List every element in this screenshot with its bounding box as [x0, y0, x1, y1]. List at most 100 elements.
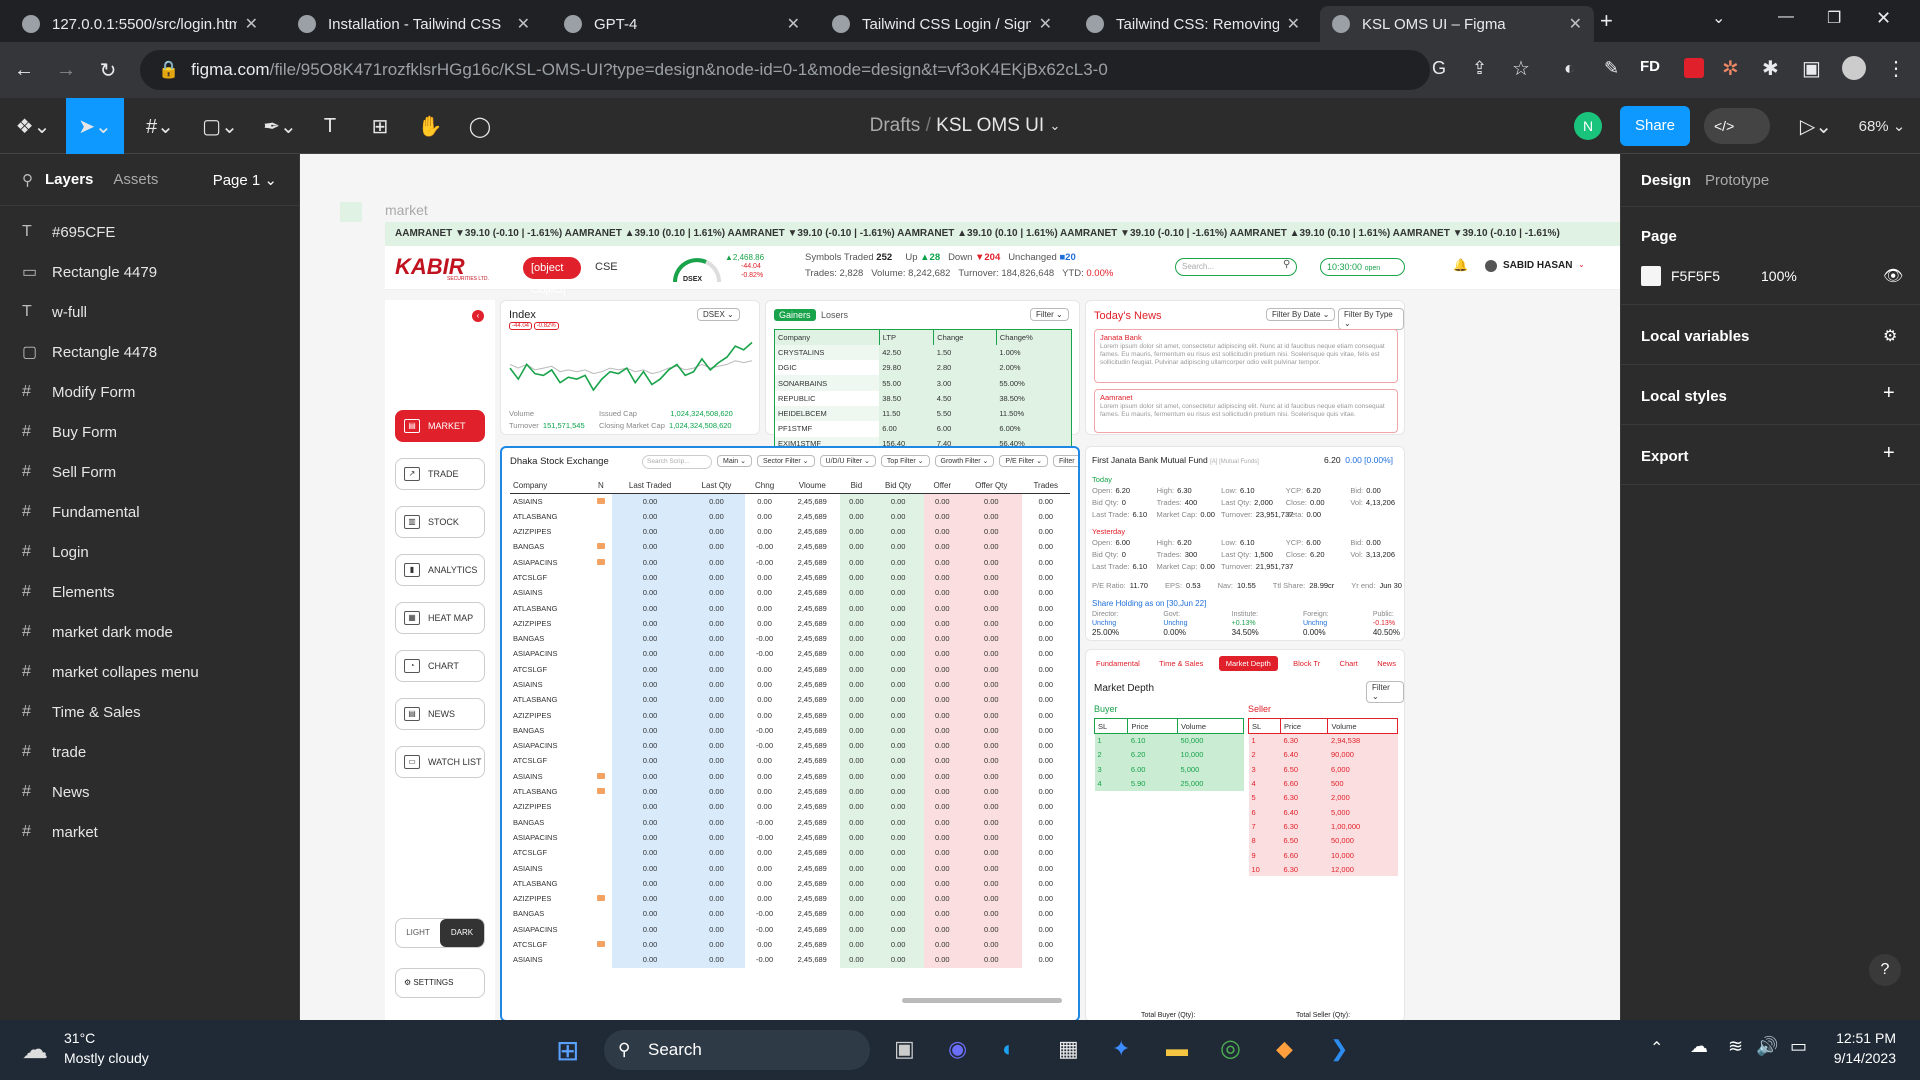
page-color-swatch[interactable] — [1641, 266, 1661, 286]
export-title[interactable]: Export — [1641, 448, 1689, 465]
frame-label[interactable]: market — [385, 202, 428, 218]
menu-trade[interactable]: ↗ TRADE — [395, 458, 485, 490]
filter-by-date[interactable]: Filter By Date ⌄ — [1266, 308, 1336, 321]
table-row[interactable]: BANGAS 0.00 0.00 -0.00 2,45,689 0.00 0.00 0.00 0… — [510, 814, 1070, 830]
menu-news[interactable]: ▤ NEWS — [395, 698, 485, 730]
table-row[interactable]: CRYSTALINS 42.50 1.50 1.00% — [774, 344, 1072, 361]
table-row[interactable]: ASIAPACINS 0.00 0.00 -0.00 2,45,689 0.00 0.00 0… — [510, 921, 1070, 937]
share-button[interactable]: Share — [1620, 106, 1690, 146]
table-row[interactable]: BANGAS 0.00 0.00 -0.00 2,45,689 0.00 0.00 0.00 0… — [510, 539, 1070, 555]
table-row[interactable]: 1 6.10 50,000 — [1094, 733, 1244, 748]
table-row[interactable]: 3 6.00 5,000 — [1094, 762, 1244, 777]
back-icon[interactable]: ← — [14, 58, 34, 81]
table-row[interactable]: AZIZPIPES 0.00 0.00 0.00 2,45,689 0.00 0.00 0.0… — [510, 615, 1070, 631]
dark-mode-option[interactable]: DARK — [440, 919, 484, 947]
column-header[interactable]: Offer Qty — [975, 480, 1008, 490]
layer-row[interactable]: # Fundamental — [0, 492, 299, 532]
pen-tool-icon[interactable]: ✒⌄ — [263, 115, 297, 138]
table-row[interactable]: ATLASBANG 0.00 0.00 0.00 2,45,689 0.00 0.00 0.0… — [510, 783, 1070, 800]
tab-losers[interactable]: Losers — [821, 310, 849, 320]
column-header[interactable]: Bid Qty — [885, 480, 912, 490]
page-color-value[interactable]: F5F5F5 — [1671, 268, 1721, 284]
menu-stock[interactable]: ▥ STOCK — [395, 506, 485, 538]
close-window-button[interactable]: ✕ — [1876, 8, 1892, 28]
table-row[interactable]: ASIAINS 0.00 0.00 0.00 2,45,689 0.00 0.00 0.00 0… — [510, 860, 1070, 876]
close-tab-icon[interactable]: ✕ — [786, 16, 800, 33]
table-row[interactable]: ATCSLGF 0.00 0.00 0.00 2,45,689 0.00 0.00 0.00 0… — [510, 569, 1070, 586]
column-header[interactable]: SL — [1094, 718, 1129, 734]
weather-cloud-icon[interactable]: ☁ — [22, 1034, 48, 1064]
news-item[interactable]: Janata Bank Lorem ipsum dolor sit amet, c… — [1094, 329, 1398, 383]
table-row[interactable]: ASIAINS 0.00 0.00 0.00 2,45,689 0.00 0.00 0.00 0… — [510, 585, 1070, 601]
text-tool-icon[interactable]: T — [323, 114, 337, 137]
layer-row[interactable]: # Login — [0, 532, 299, 572]
column-header[interactable]: Company — [513, 480, 548, 490]
table-row[interactable]: BANGAS 0.00 0.00 -0.00 2,45,689 0.00 0.00 0.00 0… — [510, 722, 1070, 739]
table-row[interactable]: 5 6.30 2,000 — [1248, 790, 1398, 805]
shape-tool-icon[interactable]: ▢⌄ — [202, 115, 238, 138]
column-header[interactable]: Company — [774, 329, 880, 345]
maximize-button[interactable]: ❐ — [1827, 10, 1842, 27]
battery-icon[interactable]: ▭ — [1790, 1036, 1808, 1056]
user-name[interactable]: SABID HASAN — [1503, 260, 1573, 271]
tab-news[interactable]: News — [1377, 659, 1396, 668]
file-name[interactable]: KSL OMS UI — [936, 115, 1045, 136]
breadcrumb-drafts[interactable]: Drafts — [869, 115, 921, 136]
dse-filter-dropdown[interactable]: Main ⌄ — [717, 455, 752, 467]
clock-time[interactable]: 12:51 PM — [1836, 1030, 1896, 1046]
resources-icon[interactable]: ⊞ — [371, 115, 389, 138]
move-tool-icon[interactable]: ➤⌄ — [66, 98, 124, 154]
table-row[interactable]: ASIAPACINS 0.00 0.00 -0.00 2,45,689 0.00 0.00 0… — [510, 829, 1070, 846]
menu-market[interactable]: ▤ MARKET — [395, 410, 485, 442]
sidepanel-icon[interactable]: ▣ — [1802, 58, 1821, 80]
table-row[interactable]: ATLASBANG 0.00 0.00 0.00 2,45,689 0.00 0.00 0.0… — [510, 600, 1070, 616]
layer-row[interactable]: # Buy Form — [0, 412, 299, 452]
tab-market-depth[interactable]: Market Depth — [1218, 656, 1278, 671]
news-flag-icon[interactable] — [596, 788, 605, 795]
search-input[interactable]: Search... — [1175, 258, 1297, 276]
news-flag-icon[interactable] — [596, 497, 605, 504]
column-header[interactable]: N — [597, 480, 604, 490]
news-flag-icon[interactable] — [596, 895, 605, 902]
column-header[interactable]: Last Qty — [701, 480, 732, 490]
menu-icon[interactable]: ⋮ — [1886, 58, 1906, 80]
table-row[interactable]: AZIZPIPES 0.00 0.00 0.00 2,45,689 0.00 0.00 0.0… — [510, 799, 1070, 815]
dse-filter-dropdown[interactable]: Top Filter ⌄ — [880, 455, 930, 467]
minimize-button[interactable]: — — [1778, 8, 1794, 25]
table-row[interactable]: ASIAINS 0.00 0.00 0.00 2,45,689 0.00 0.00 0.00 0… — [510, 676, 1070, 693]
teams-icon[interactable]: ◉ — [948, 1036, 968, 1061]
reload-icon[interactable]: ↻ — [99, 59, 117, 82]
table-row[interactable]: ATLASBANG 0.00 0.00 0.00 2,45,689 0.00 0.00 0.0… — [510, 692, 1070, 708]
layer-row[interactable]: ▢ Rectangle 4478 — [0, 332, 299, 372]
app-icon[interactable]: ✦ — [1112, 1036, 1131, 1061]
table-row[interactable]: 2 6.40 90,000 — [1248, 747, 1398, 763]
tab-block-tr[interactable]: Block Tr — [1293, 659, 1321, 668]
table-row[interactable]: AZIZPIPES 0.00 0.00 0.00 2,45,689 0.00 0.00 0.0… — [510, 523, 1070, 540]
forward-icon[interactable]: → — [56, 58, 76, 81]
table-row[interactable]: ATCSLGF 0.00 0.00 0.00 2,45,689 0.00 0.00 0.00 0… — [510, 845, 1070, 861]
close-tab-icon[interactable]: ✕ — [1568, 16, 1582, 33]
layer-row[interactable]: ▭ Rectangle 4479 — [0, 252, 299, 292]
table-row[interactable]: 7 6.30 1,00,000 — [1248, 819, 1398, 834]
present-icon[interactable]: ▷⌄ — [1799, 115, 1833, 138]
extension-icon[interactable]: ◐ — [1564, 58, 1575, 78]
table-row[interactable]: PF1STMF 6.00 6.00 6.00% — [774, 421, 1072, 437]
table-row[interactable]: REPUBLIC 38.50 4.50 38.50% — [774, 390, 1072, 406]
chevron-down-icon[interactable]: ⌄ — [1578, 260, 1585, 269]
column-header[interactable]: Volume — [1327, 718, 1398, 734]
tab-gainers[interactable]: Gainers — [774, 309, 816, 321]
local-variables-title[interactable]: Local variables — [1641, 328, 1750, 345]
dse-toggle[interactable]: [object Object] ✓ — [523, 257, 581, 318]
table-row[interactable]: ATCSLGF 0.00 0.00 0.00 2,45,689 0.00 0.00 0.00 0… — [510, 936, 1070, 953]
table-row[interactable]: ASIAPACINS 0.00 0.00 -0.00 2,45,689 0.00 0.00 0… — [510, 646, 1070, 662]
table-row[interactable]: AZIZPIPES 0.00 0.00 0.00 2,45,689 0.00 0.00 0.0… — [510, 707, 1070, 723]
layer-row[interactable]: T #695CFE — [0, 212, 299, 252]
tab-layers[interactable]: Layers — [45, 171, 94, 188]
table-row[interactable]: DGIC 29.80 2.80 2.00% — [774, 360, 1072, 376]
browser-tab[interactable]: Tailwind CSS: Removing the ✕ — [1074, 6, 1312, 42]
column-header[interactable]: Price — [1280, 718, 1329, 734]
comment-tool-icon[interactable]: ◯ — [468, 115, 492, 138]
tab-fundamental[interactable]: Fundamental — [1096, 659, 1140, 668]
share-page-icon[interactable]: ⇪ — [1472, 58, 1488, 78]
